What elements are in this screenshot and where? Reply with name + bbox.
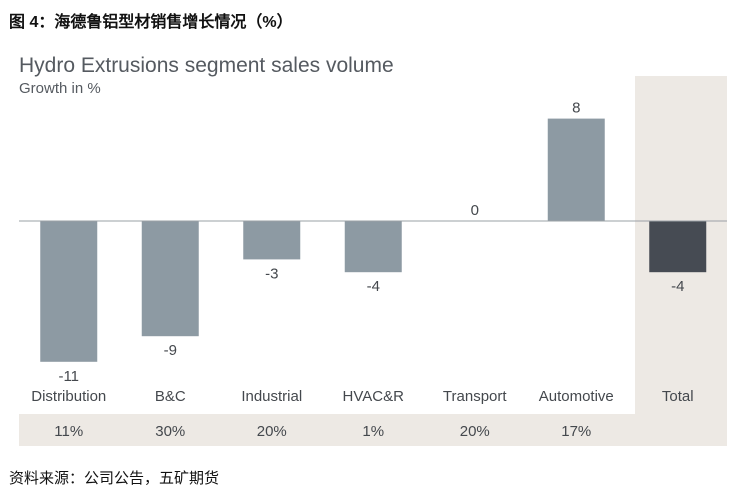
share-label: 20% — [460, 423, 490, 440]
share-label: 30% — [155, 423, 185, 440]
value-label: -3 — [265, 265, 278, 282]
share-label: 17% — [561, 423, 591, 440]
category-label: Automotive — [539, 388, 614, 405]
source-note: 资料来源：公司公告，五矿期货 — [9, 470, 220, 487]
value-label: -4 — [367, 278, 380, 295]
bar-automotive — [547, 118, 605, 221]
category-label: B&C — [155, 388, 186, 405]
category-label: Industrial — [241, 388, 302, 405]
category-label: Transport — [443, 388, 507, 405]
category-label: HVAC&R — [343, 388, 405, 405]
value-label: -9 — [164, 342, 177, 359]
share-label: 20% — [257, 423, 287, 440]
value-label: 0 — [471, 202, 479, 219]
value-label: -11 — [58, 368, 79, 385]
chart-subtitle: Growth in % — [19, 80, 101, 97]
bar-b-c — [141, 221, 199, 337]
bar-distribution — [40, 221, 98, 362]
bar-total — [649, 221, 707, 273]
value-label: 8 — [572, 100, 580, 117]
labels-group: -11 Distribution 11% -9 B&C 30% -3 Industrial 20… — [31, 100, 693, 440]
category-label: Total — [662, 388, 694, 405]
figure-caption: 图 4：海德鲁铝型材销售增长情况（%） — [9, 14, 293, 31]
bar-industrial — [243, 221, 301, 260]
value-label: -4 — [671, 278, 684, 295]
share-label: 1% — [362, 423, 384, 440]
category-label: Distribution — [31, 388, 106, 405]
bars-group — [40, 118, 707, 362]
bar-hvac-r — [344, 221, 402, 273]
share-label: 11% — [54, 423, 83, 440]
chart-title: Hydro Extrusions segment sales volume — [19, 54, 394, 77]
share-row-band — [19, 414, 635, 446]
